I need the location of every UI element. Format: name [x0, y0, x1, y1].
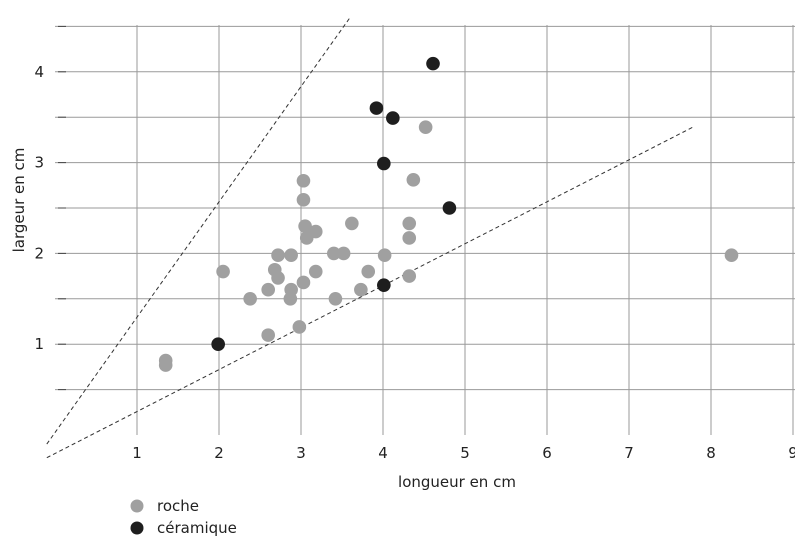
legend-marker-roche — [130, 499, 144, 513]
y-axis-label: largeur en cm — [10, 148, 28, 253]
y-tick-label: 3 — [34, 154, 44, 172]
ceramique-point — [369, 101, 384, 115]
ceramique-point — [426, 56, 440, 71]
ceramique-point — [386, 111, 400, 125]
roche-point — [336, 246, 351, 261]
y-tick-label: 1 — [34, 335, 44, 353]
y-tick-label: 2 — [34, 244, 44, 262]
x-tick-label: 4 — [378, 444, 388, 462]
legend: roche céramique — [130, 497, 237, 536]
roche-point — [377, 248, 392, 263]
roche-point — [328, 292, 343, 306]
x-tick-label: 3 — [296, 444, 306, 462]
axis-ticks: 1 2 3 4 1 2 3 4 5 6 7 8 9 — [34, 25, 795, 462]
x-tick-label: 2 — [214, 444, 224, 462]
roche-point — [345, 216, 359, 231]
roche-point — [271, 271, 285, 285]
roche-point — [418, 120, 433, 134]
roche-point — [724, 248, 739, 263]
x-tick-label: 5 — [460, 444, 470, 462]
roche-point — [296, 275, 311, 290]
x-tick-label: 8 — [706, 444, 716, 462]
roche-point — [261, 282, 276, 297]
roche-point — [361, 264, 376, 279]
roche-point — [284, 248, 298, 263]
grid-lines — [55, 25, 795, 435]
x-tick-label: 6 — [542, 444, 552, 462]
roche-point — [354, 282, 368, 297]
legend-label-ceramique: céramique — [157, 519, 237, 536]
ceramique-point — [442, 201, 457, 215]
roche-point — [158, 358, 173, 372]
roche-point — [243, 292, 257, 306]
roche-point — [402, 216, 417, 231]
roche-point — [402, 269, 417, 283]
ceramique-point — [377, 156, 391, 171]
roche-point — [298, 219, 312, 233]
data-points — [158, 56, 739, 372]
x-axis-label: longueur en cm — [398, 473, 516, 491]
roche-point — [296, 193, 311, 207]
legend-marker-ceramique — [130, 521, 144, 535]
guide-line — [46, 17, 351, 445]
roche-point — [308, 264, 323, 279]
roche-point — [271, 248, 285, 263]
roche-point — [402, 231, 417, 245]
roche-point — [261, 328, 276, 342]
guide-line — [46, 125, 695, 459]
roche-point — [308, 224, 323, 239]
ceramique-point — [377, 278, 391, 292]
roche-point — [216, 264, 230, 279]
y-tick-label: 4 — [34, 63, 44, 81]
legend-label-roche: roche — [157, 497, 199, 515]
x-tick-label: 7 — [624, 444, 634, 462]
roche-point — [284, 282, 298, 297]
ceramique-point — [211, 337, 225, 352]
roche-point — [296, 173, 311, 188]
roche-point — [327, 246, 341, 261]
x-tick-label: 9 — [788, 444, 795, 462]
roche-point — [406, 173, 421, 187]
guide-lines — [46, 17, 695, 459]
x-tick-label: 1 — [132, 444, 142, 462]
roche-point — [292, 320, 307, 334]
